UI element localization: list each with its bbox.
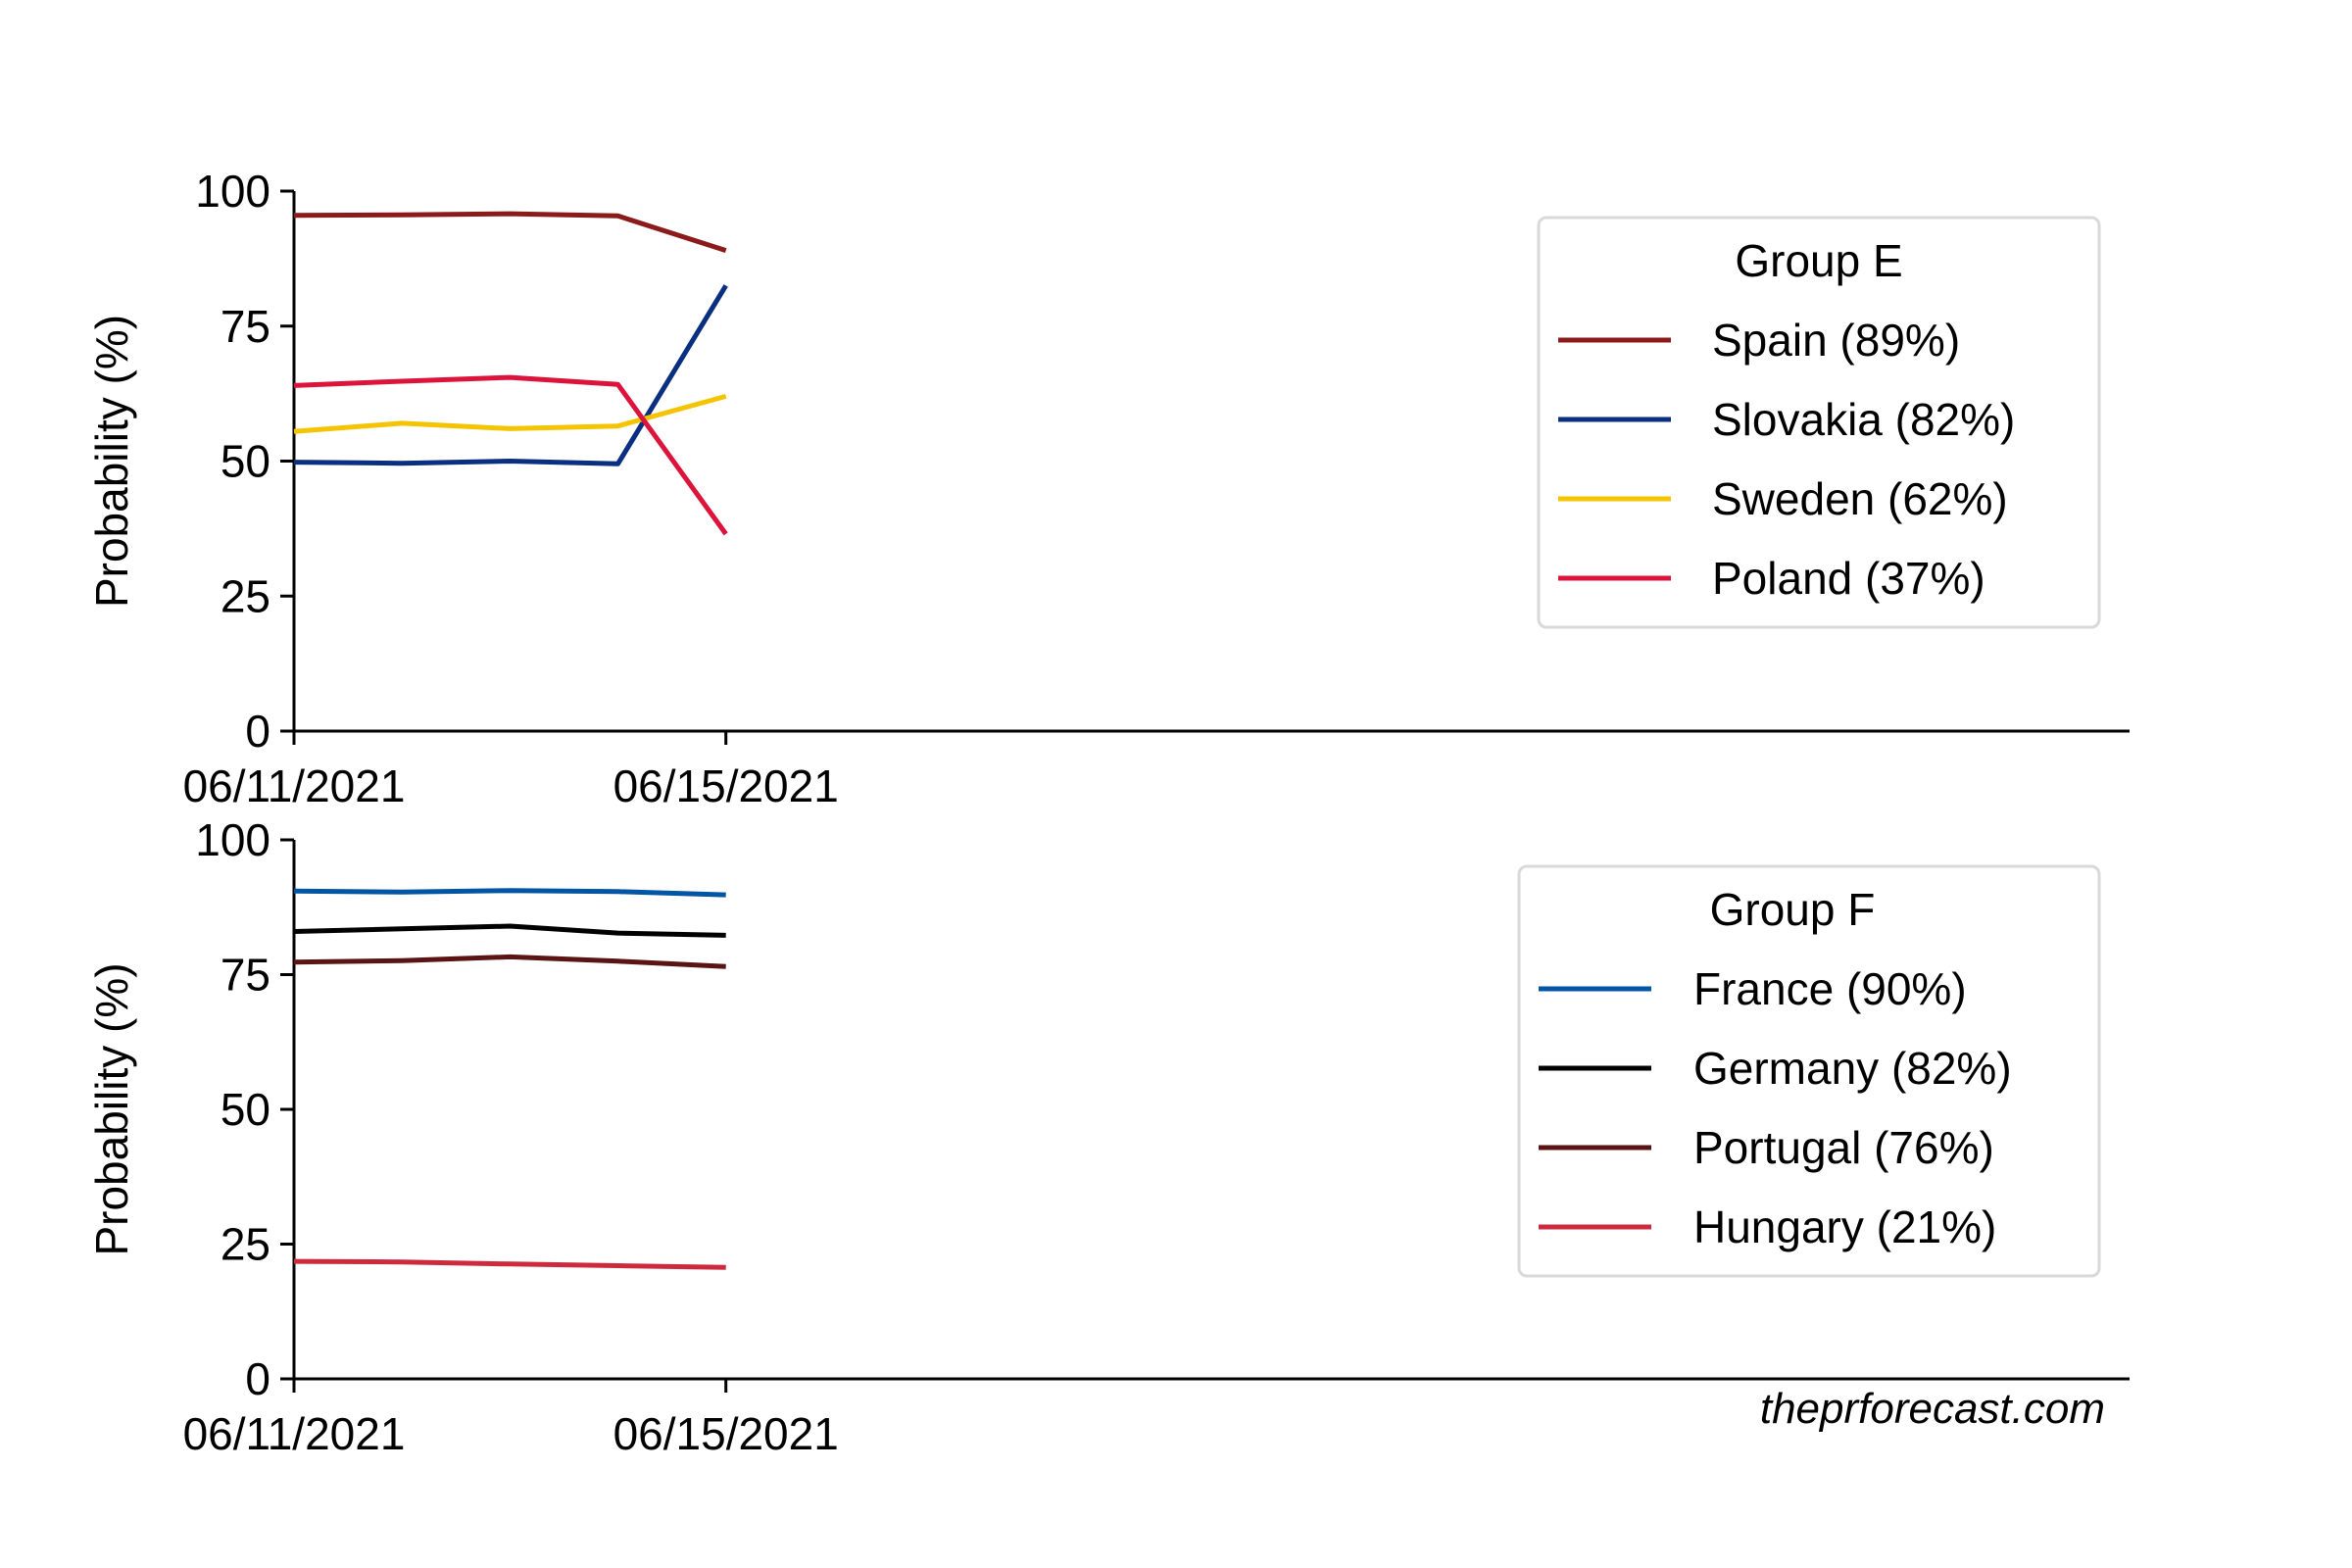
series-line-france bbox=[293, 888, 726, 898]
y-tick-label: 75 bbox=[220, 950, 270, 1001]
legend-box bbox=[1517, 864, 2101, 1278]
legend-label-germany: Germany (82%) bbox=[1693, 1043, 2012, 1094]
series-line-germany bbox=[293, 923, 726, 938]
y-tick-label: 50 bbox=[220, 1084, 270, 1135]
y-tick-label: 25 bbox=[220, 570, 270, 621]
y-tick-label: 100 bbox=[195, 166, 270, 217]
y-tick-label: 0 bbox=[245, 1353, 270, 1404]
series-line-poland bbox=[293, 374, 728, 536]
x-tick-label: 06/15/2021 bbox=[613, 1408, 839, 1459]
legend-label-hungary: Hungary (21%) bbox=[1693, 1201, 1996, 1252]
legend: Group E Spain (89%) Slovakia (82%) Sweden (… bbox=[1537, 216, 2101, 629]
y-tick-label: 0 bbox=[245, 706, 270, 757]
legend-label-france: France (90%) bbox=[1693, 963, 1967, 1014]
x-tick-label: 06/11/2021 bbox=[183, 760, 406, 811]
series-line-sweden bbox=[293, 393, 727, 434]
legend-label-spain: Spain (89%) bbox=[1712, 315, 1960, 366]
y-tick-label: 75 bbox=[220, 301, 270, 352]
legend-label-poland: Poland (37%) bbox=[1712, 553, 1985, 604]
legend: Group F France (90%) Germany (82%) Portugal… bbox=[1517, 864, 2101, 1278]
legend-title: Group E bbox=[1735, 235, 1902, 286]
series-line-hungary bbox=[293, 1258, 726, 1270]
legend-label-slovakia: Slovakia (82%) bbox=[1712, 394, 2015, 445]
series-line-portugal bbox=[293, 954, 726, 969]
legend-label-sweden: Sweden (62%) bbox=[1712, 473, 2008, 524]
watermark-text: theprforecast.com bbox=[1760, 1385, 2105, 1433]
chart-group-e: 0 25 50 75 100 06/11/2021 06/15/2021 Probabilit… bbox=[86, 166, 2130, 811]
y-axis-label: Probability (%) bbox=[86, 315, 137, 608]
y-tick-label: 50 bbox=[220, 436, 270, 487]
chart-group-f: 0 25 50 75 100 06/11/2021 06/15/2021 Probabilit… bbox=[86, 814, 2130, 1459]
x-tick-label: 06/15/2021 bbox=[613, 760, 839, 811]
y-tick-label: 25 bbox=[220, 1219, 270, 1270]
legend-title: Group F bbox=[1710, 884, 1876, 935]
legend-box bbox=[1537, 216, 2101, 629]
y-tick-label: 100 bbox=[195, 814, 270, 865]
series-line-slovakia bbox=[293, 284, 728, 466]
series-line-spain bbox=[293, 211, 727, 253]
legend-label-portugal: Portugal (76%) bbox=[1693, 1122, 1994, 1173]
x-tick-label: 06/11/2021 bbox=[183, 1408, 406, 1459]
y-axis-label: Probability (%) bbox=[86, 962, 137, 1255]
